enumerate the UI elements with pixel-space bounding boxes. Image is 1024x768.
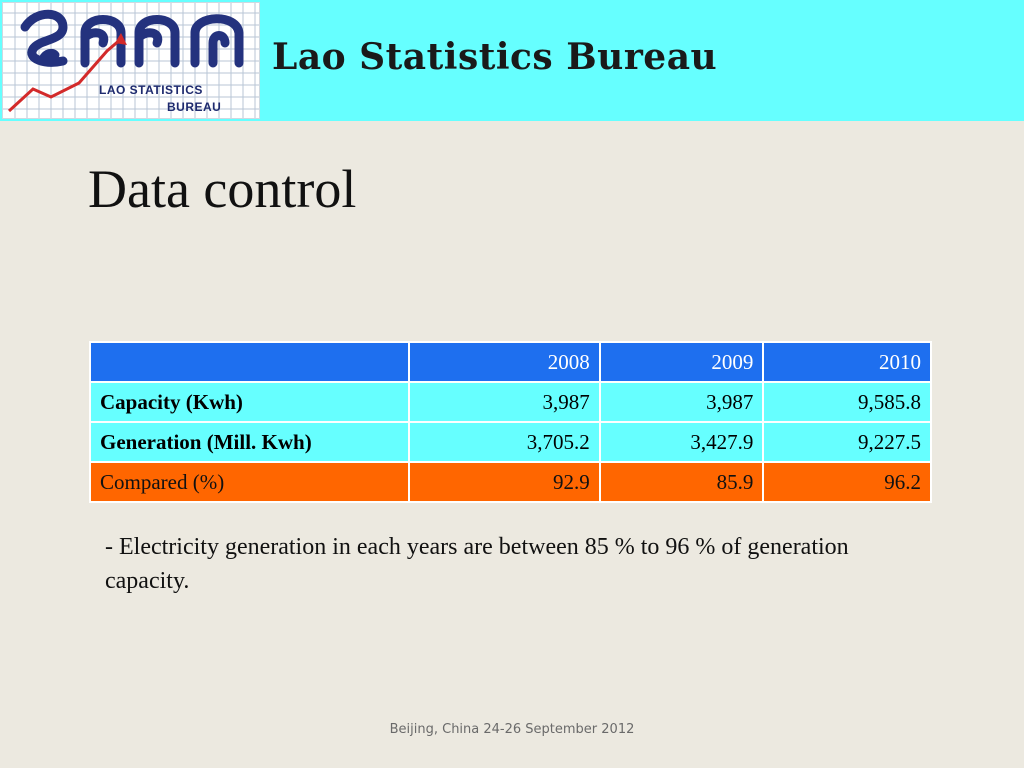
bureau-title: Lao Statistics Bureau xyxy=(272,36,718,78)
header-cell: 2010 xyxy=(762,341,932,383)
logo-graphic xyxy=(3,3,259,118)
header-cell: 2009 xyxy=(598,341,765,383)
note-text: - Electricity generation in each years a… xyxy=(105,534,849,594)
table-cell: 3,987 xyxy=(408,381,601,423)
row-label: Capacity (Kwh) xyxy=(88,381,411,423)
lao-statistics-logo: LAO STATISTICS BUREAU xyxy=(2,2,260,119)
logo-line1: LAO STATISTICS xyxy=(99,83,203,97)
table-cell: 92.9 xyxy=(408,461,601,503)
header-cell xyxy=(88,341,411,383)
table-row: Compared (%) 92.9 85.9 96.2 xyxy=(88,461,932,503)
table-row: Generation (Mill. Kwh) 3,705.2 3,427.9 9… xyxy=(88,421,932,463)
table-cell: 85.9 xyxy=(598,461,765,503)
table-cell: 9,227.5 xyxy=(762,421,932,463)
table-cell: 3,427.9 xyxy=(598,421,765,463)
table-cell: 3,987 xyxy=(598,381,765,423)
header-banner: LAO STATISTICS BUREAU Lao Statistics Bur… xyxy=(0,0,1024,121)
table-cell: 9,585.8 xyxy=(762,381,932,423)
row-label: Compared (%) xyxy=(88,461,411,503)
table-cell: 3,705.2 xyxy=(408,421,601,463)
row-label: Generation (Mill. Kwh) xyxy=(88,421,411,463)
table-row: Capacity (Kwh) 3,987 3,987 9,585.8 xyxy=(88,381,932,423)
table-cell: 96.2 xyxy=(762,461,932,503)
logo-line2: BUREAU xyxy=(167,100,222,114)
page-title: Data control xyxy=(88,159,357,219)
table-header-row: 2008 2009 2010 xyxy=(88,341,932,383)
footer-text: Beijing, China 24-26 September 2012 xyxy=(389,722,635,737)
header-cell: 2008 xyxy=(408,341,601,383)
data-table: 2008 2009 2010 Capacity (Kwh) 3,987 3,98… xyxy=(88,341,932,503)
